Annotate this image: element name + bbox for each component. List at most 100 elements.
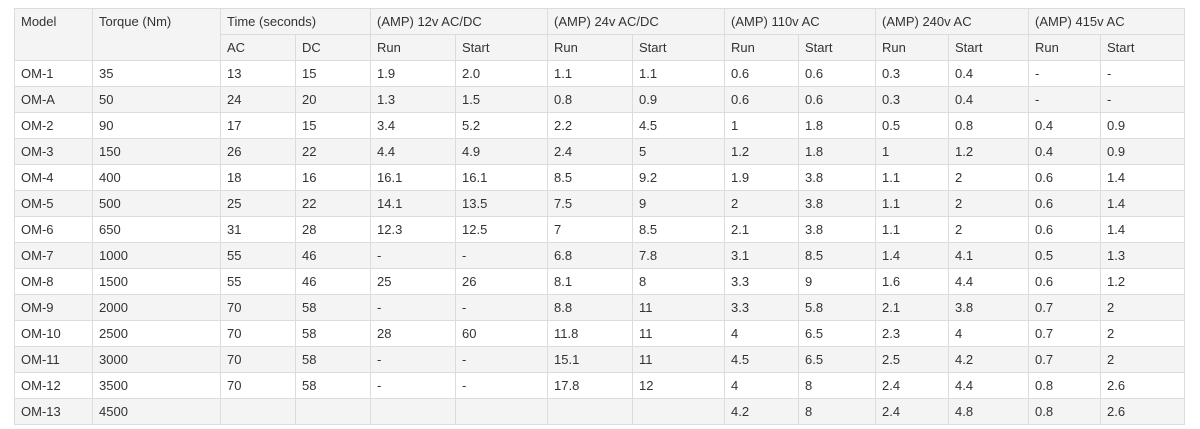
sub-header: Run [1028, 34, 1102, 61]
table-cell: 3.8 [798, 190, 877, 217]
spec-table: Model Torque (Nm) Time (seconds) (AMP) 12v … [14, 8, 1186, 425]
table-cell: 3000 [92, 346, 221, 373]
table-cell: 2500 [92, 320, 221, 347]
table-cell: 9 [632, 190, 726, 217]
table-cell: 26 [220, 138, 296, 165]
model-cell: OM-5 [14, 190, 93, 217]
table-cell: 35 [92, 60, 221, 87]
table-cell: 0.6 [1028, 190, 1102, 217]
model-cell: OM-7 [14, 242, 93, 269]
model-cell: OM-10 [14, 320, 93, 347]
table-cell: 1.4 [1100, 190, 1186, 217]
table-cell: 15 [294, 112, 372, 139]
table-cell: 2.5 [875, 346, 950, 373]
table-cell: 9 [798, 268, 877, 295]
table-cell: 4.2 [948, 346, 1030, 373]
table-cell: 4500 [92, 398, 221, 425]
table-row: OM-8 1500 55 46 25 26 8.1 8 3.3 9 1.6 4.4 0.6 1.2 [14, 268, 1186, 295]
table-cell: 8 [798, 372, 877, 399]
table-cell: 2 [1100, 320, 1186, 347]
table-cell [455, 398, 549, 425]
table-cell: 1.5 [455, 86, 549, 113]
table-cell: 0.6 [798, 86, 877, 113]
table-cell: 0.9 [632, 86, 726, 113]
table-cell: - [370, 242, 457, 269]
column-header: Time (seconds) [219, 8, 372, 35]
sub-header: Run [724, 34, 800, 61]
table-cell: 0.4 [1028, 138, 1102, 165]
table-cell: 70 [220, 346, 296, 373]
table-cell: 55 [220, 268, 296, 295]
table-body: OM-1 35 13 15 1.9 2.0 1.1 1.1 0.6 0.6 0.3 0.4- - OM-A… [14, 60, 1186, 425]
table-cell: 1 [724, 112, 800, 139]
sub-header: AC [220, 34, 296, 61]
model-cell: OM-A [14, 86, 93, 113]
table-cell: - [370, 294, 457, 321]
table-cell: 8.5 [547, 164, 634, 191]
table-cell: 2 [724, 190, 800, 217]
table-cell: 4.4 [370, 138, 457, 165]
table-cell: 0.4 [948, 86, 1030, 113]
model-cell: OM-12 [14, 372, 93, 399]
model-cell: OM-11 [14, 346, 93, 373]
table-cell: 11.8 [547, 320, 634, 347]
table-cell: 14.1 [370, 190, 457, 217]
table-cell: 2.1 [875, 294, 950, 321]
table-cell: 6.5 [798, 346, 877, 373]
table-cell: 1.9 [724, 164, 800, 191]
table-cell: 0.7 [1028, 320, 1102, 347]
table-cell: - [370, 372, 457, 399]
model-cell: OM-6 [14, 216, 93, 243]
table-cell: 4.9 [455, 138, 549, 165]
table-cell: 6.5 [798, 320, 877, 347]
column-header: (AMP) 415v AC [1028, 8, 1186, 35]
table-cell: - [370, 346, 457, 373]
table-cell: 13.5 [455, 190, 549, 217]
table-cell: 0.4 [948, 60, 1030, 87]
table-cell: 0.8 [1028, 398, 1102, 425]
table-cell: 26 [455, 268, 549, 295]
sub-header: Start [948, 34, 1030, 61]
table-cell: 22 [294, 138, 372, 165]
table-cell: 5.8 [798, 294, 877, 321]
table-cell: 1.4 [875, 242, 950, 269]
table-cell: - [455, 242, 549, 269]
table-cell: 0.6 [1028, 216, 1102, 243]
table-cell: 1.3 [370, 86, 457, 113]
table-cell: 17.8 [547, 372, 634, 399]
table-cell: 0.9 [1100, 112, 1186, 139]
table-cell: 0.8 [1028, 372, 1102, 399]
table-cell: 1 [875, 138, 950, 165]
table-row: OM-3 150 26 22 4.4 4.9 2.4 5 1.2 1.8 1 1.2 0.4 0.9 [14, 138, 1186, 165]
table-cell: 3.3 [724, 294, 800, 321]
table-cell: 2.4 [547, 138, 634, 165]
table-cell: 0.9 [1100, 138, 1186, 165]
table-cell: 3.1 [724, 242, 800, 269]
table-cell: 1500 [92, 268, 221, 295]
table-cell: 150 [92, 138, 221, 165]
table-cell: 0.6 [1028, 164, 1102, 191]
table-cell: 4.5 [632, 112, 726, 139]
table-cell: 3.4 [370, 112, 457, 139]
table-cell: 1.8 [798, 112, 877, 139]
table-cell: 0.5 [875, 112, 950, 139]
sub-header: Run [875, 34, 950, 61]
table-row: OM-11 3000 70 58- -15.1 11 4.5 6.5 2.5 4.2 0.7 2 [14, 346, 1186, 373]
table-cell: 22 [294, 190, 372, 217]
table-cell: 58 [294, 294, 372, 321]
model-cell: OM-13 [14, 398, 93, 425]
table-cell: 16 [294, 164, 372, 191]
table-cell: 1000 [92, 242, 221, 269]
table-cell: 58 [294, 320, 372, 347]
table-cell: 31 [220, 216, 296, 243]
table-cell: 8 [632, 268, 726, 295]
table-cell: 9.2 [632, 164, 726, 191]
table-cell: - [1028, 86, 1102, 113]
table-cell: - [1100, 86, 1186, 113]
table-cell: 4 [724, 372, 800, 399]
table-cell: 650 [92, 216, 221, 243]
table-cell: 0.7 [1028, 346, 1102, 373]
sub-header: Run [370, 34, 457, 61]
table-cell: 2 [948, 164, 1030, 191]
table-row: OM-12 3500 70 58- -17.8 12 4 8 2.4 4.4 0.8 2.6 [14, 372, 1186, 399]
